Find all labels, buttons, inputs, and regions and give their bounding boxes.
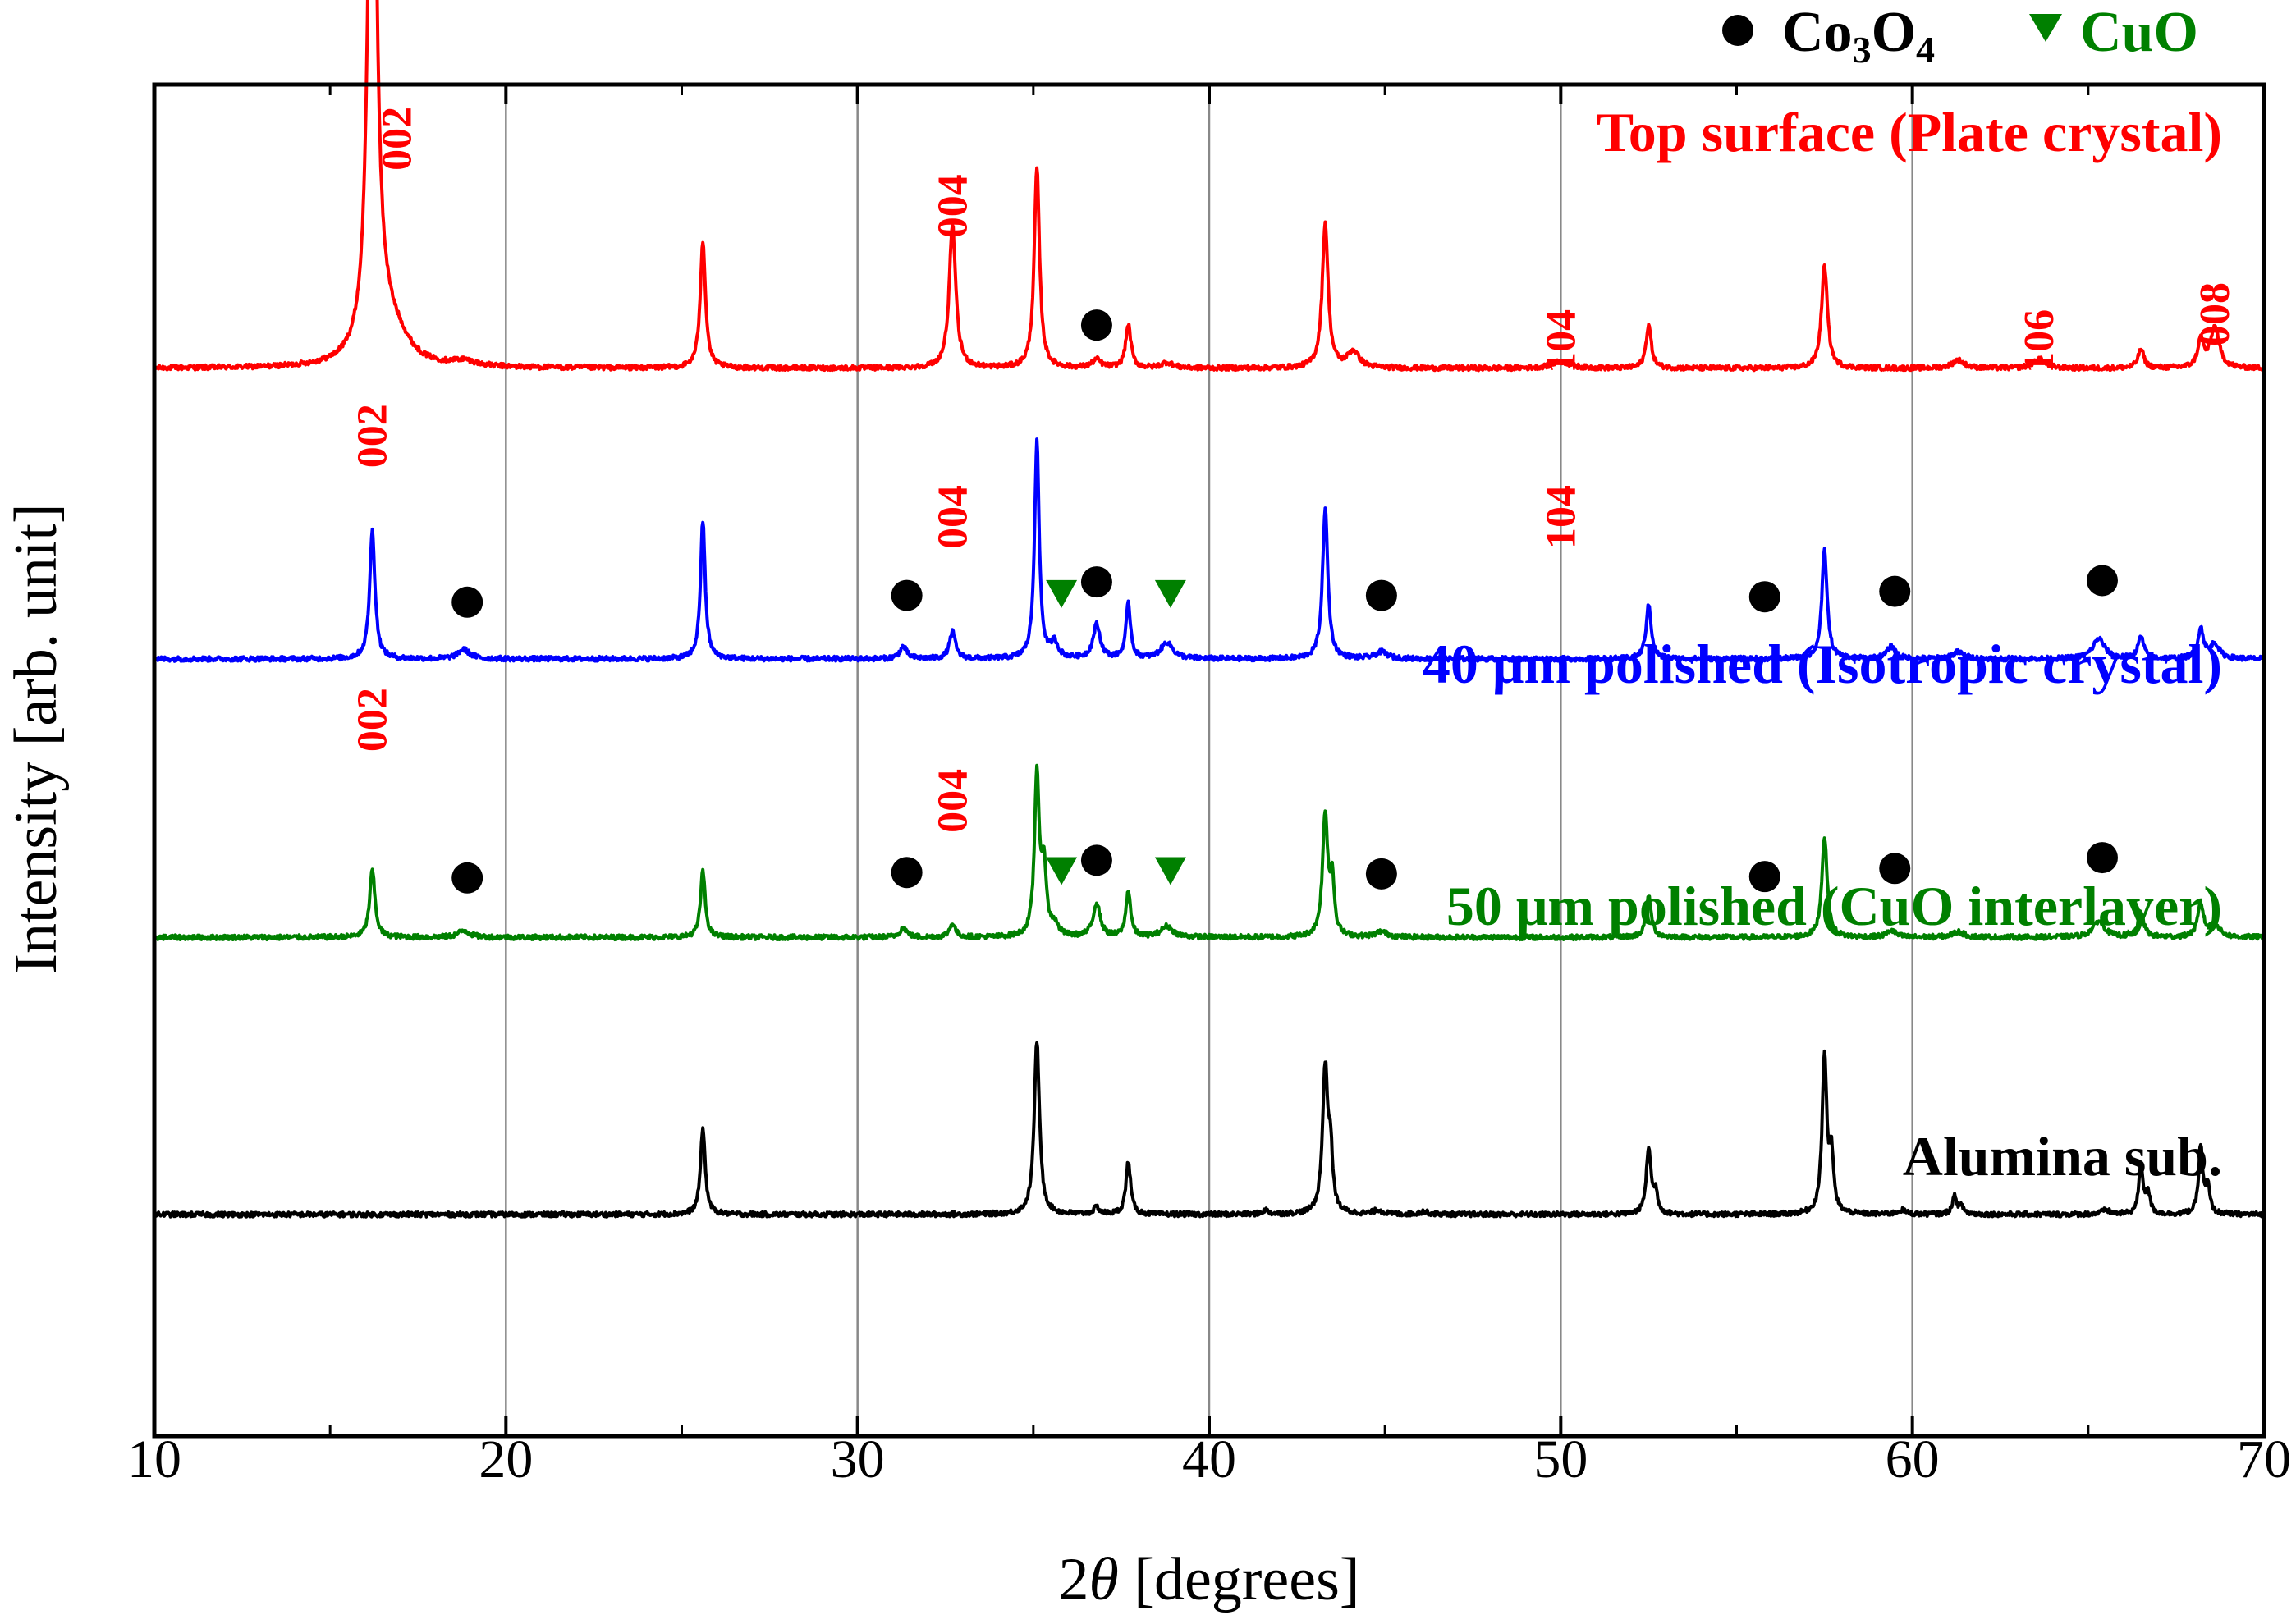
series-group [153,0,2266,1219]
cuo-marker-2-0 [1046,857,1078,885]
cuo-marker-1-1 [1154,579,1186,608]
annotation-1-1: 004 [929,485,976,549]
co3o4-marker-1-0 [451,586,483,618]
co3o4-marker-2-4 [1748,861,1780,893]
co3o4-marker-1-4 [1748,581,1780,613]
co3o4-marker-1-3 [1365,579,1397,611]
cuo-marker-2-1 [1154,857,1186,885]
legend-cuo-label: CuO [2080,1,2198,64]
legend-co3o4-label: Co3O4 [1782,1,1935,71]
annotation-0-2: 104 [1538,309,1584,373]
series-label-2: 50 μm polished (CuO interlayer) [1446,875,2222,937]
co3o4-marker-1-5 [1879,575,1911,607]
x-tick-label-40: 40 [1182,1430,1236,1489]
cuo-marker-1-0 [1046,579,1078,608]
co3o4-marker-1-6 [2086,565,2118,597]
x-tick-label-20: 20 [479,1430,533,1489]
x-axis-label: 2θ [degrees] [1058,1546,1359,1613]
annotation-0-0: 002 [374,107,421,171]
x-tick-label-30: 30 [831,1430,885,1489]
phase-markers [451,309,2118,894]
grid-lines [505,85,1913,1436]
series-line-2 [153,763,2266,941]
series-line-1 [153,437,2266,663]
annotation-1-0: 002 [350,404,396,468]
annotation-0-4: 008 [2192,282,2239,346]
co3o4-marker-0-0 [1080,309,1112,341]
x-tick-label-50: 50 [1533,1430,1588,1489]
co3o4-marker-1-1 [891,579,923,611]
annotation-1-2: 104 [1538,485,1584,549]
co3o4-marker-1-2 [1080,566,1112,598]
series-label-3: Alumina sub. [1903,1125,2222,1187]
legend-co3o4-marker [1722,15,1753,46]
legend-cuo-marker [2029,14,2062,42]
series-line-0 [153,0,2266,373]
x-tick-label-70: 70 [2237,1430,2291,1489]
co3o4-marker-2-2 [1080,844,1112,876]
co3o4-marker-2-5 [1879,853,1911,885]
annotation-2-0: 002 [350,688,396,752]
series-label-1: 40 μm polished (Isotropic crystal) [1423,633,2222,695]
x-tick-label-10: 10 [127,1430,181,1489]
co3o4-marker-2-6 [2086,842,2118,874]
legend: Co3O4 CuO [1722,1,2198,71]
co3o4-marker-2-0 [451,862,483,894]
peak-annotations: 002 004 104 106 008 002 004 104 002 004 [350,107,2239,833]
annotation-2-1: 004 [929,769,976,833]
annotation-0-1: 004 [929,174,976,238]
annotation-0-3: 106 [2016,309,2063,373]
series-label-0: Top surface (Plate crystal) [1597,101,2222,163]
co3o4-marker-2-1 [891,857,923,889]
x-tick-label-60: 60 [1886,1430,1940,1489]
series-labels: Top surface (Plate crystal) 40 μm polishe… [1423,101,2222,1187]
y-axis-label: Intensity [arb. unit] [2,503,70,973]
co3o4-marker-2-3 [1365,858,1397,890]
series-line-3 [153,1041,2266,1219]
x-ticks: 10 20 30 40 50 60 70 [127,85,2291,1489]
